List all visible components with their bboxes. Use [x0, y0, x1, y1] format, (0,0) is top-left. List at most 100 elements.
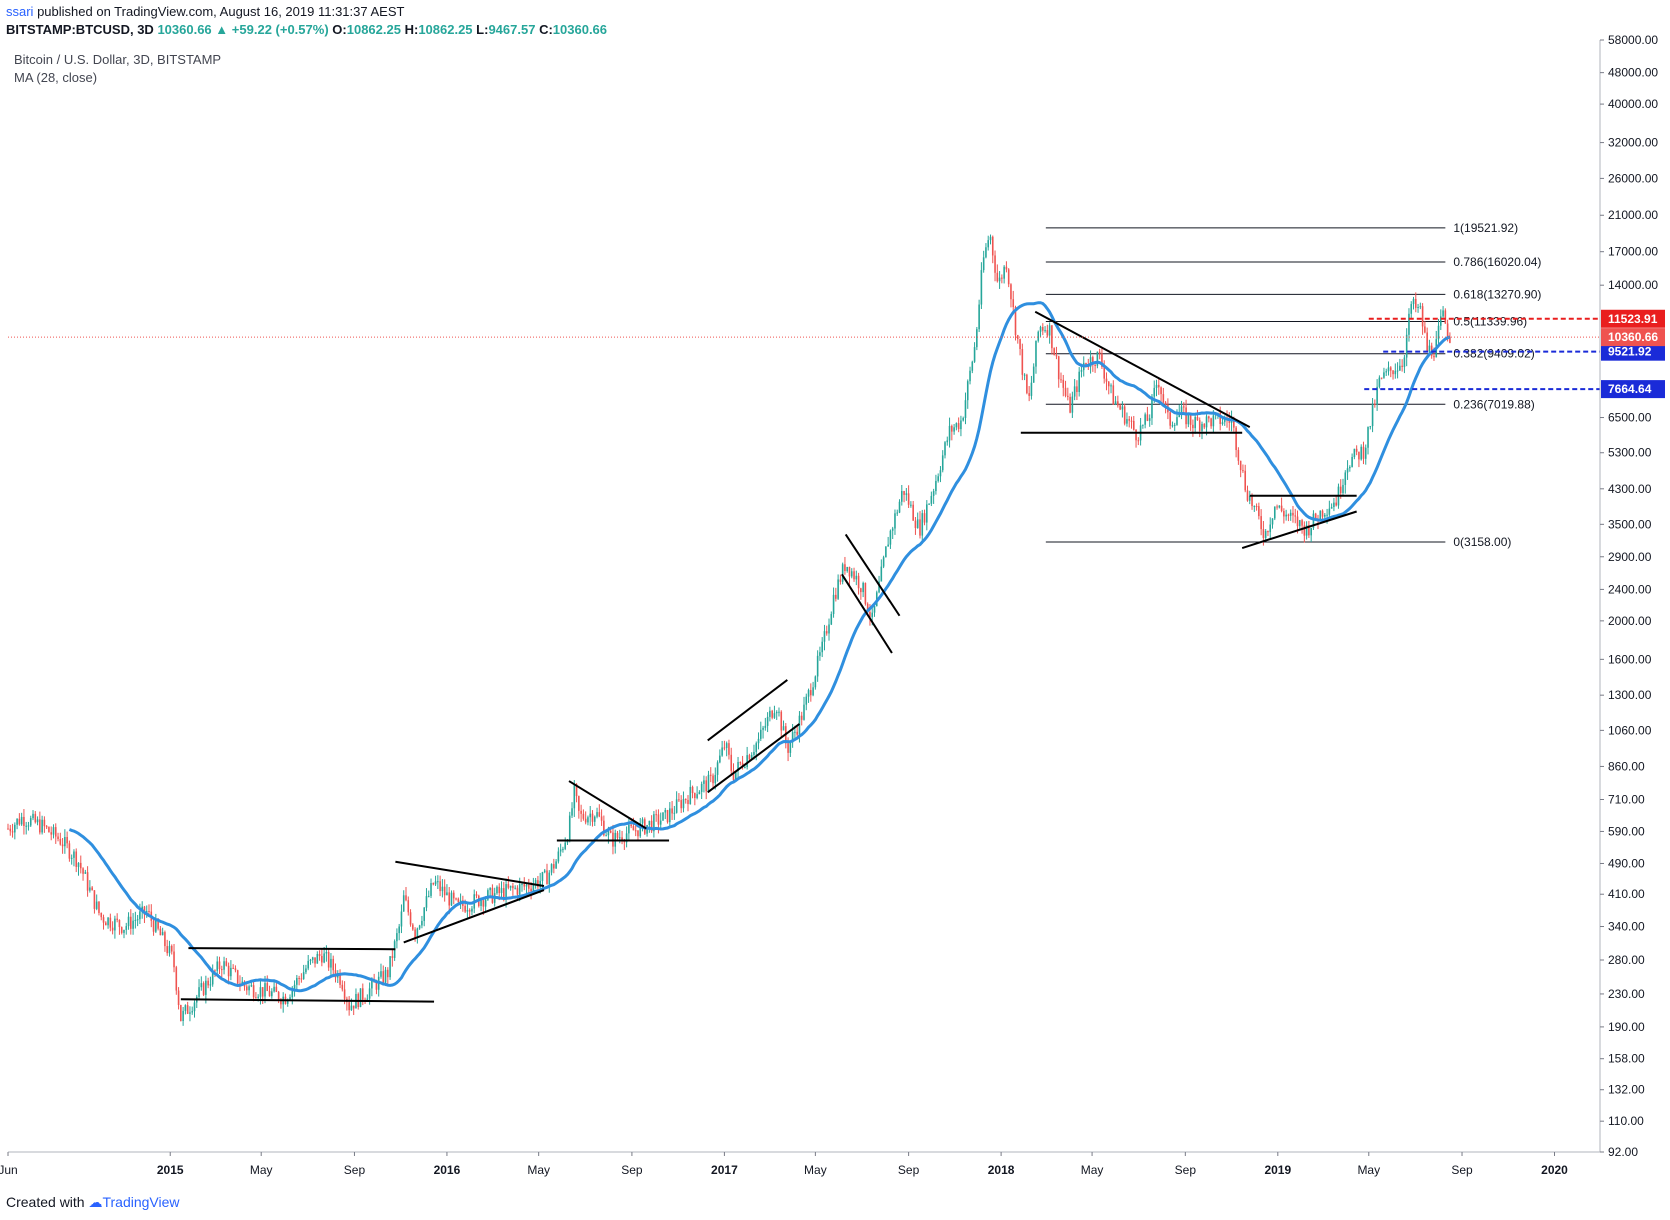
candle-body: [789, 742, 792, 753]
candle-body: [1151, 396, 1153, 419]
candle-body: [1176, 417, 1178, 425]
candle-body: [707, 774, 710, 792]
candle-body: [1135, 429, 1137, 441]
candle-body: [1242, 470, 1244, 472]
candle-body: [1157, 384, 1160, 388]
candle-body: [1073, 386, 1076, 397]
x-tick-label: Jun: [0, 1163, 18, 1177]
y-tick-label: 280.00: [1608, 953, 1645, 967]
candle-body: [1057, 356, 1060, 380]
candle-body: [311, 957, 314, 960]
candle-body: [1078, 371, 1080, 392]
candle-body: [857, 575, 860, 589]
fib-label: 0.786(16020.04): [1453, 255, 1541, 269]
candle-body: [64, 836, 66, 847]
candle-body: [734, 770, 737, 781]
candle-body: [211, 970, 214, 985]
candle-body: [475, 894, 478, 896]
y-tick-label: 58000.00: [1608, 33, 1658, 47]
candle-body: [361, 988, 364, 1000]
candle-body: [716, 762, 719, 775]
candle-body: [598, 812, 601, 817]
candle-body: [1262, 529, 1265, 538]
candle-body: [530, 888, 532, 892]
candle-body: [991, 236, 994, 256]
y-tick-label: 1600.00: [1608, 652, 1652, 666]
candle-body: [273, 986, 275, 992]
change-value: +59.22 (+0.57%): [231, 22, 329, 37]
candle-body: [873, 605, 876, 613]
candle-body: [1130, 420, 1133, 422]
candle-body: [159, 928, 162, 936]
candle-body: [900, 491, 903, 502]
candle-body: [618, 837, 621, 839]
y-tick-label: 2900.00: [1608, 550, 1652, 564]
y-tick-label: 5300.00: [1608, 446, 1652, 460]
candle-body: [1094, 364, 1096, 366]
candle-body: [1114, 401, 1117, 405]
candle-body: [898, 501, 901, 513]
fibonacci-levels: 1(19521.92) 0.786(16020.04) 0.618(13270.90…: [1045, 221, 1541, 549]
y-tick-label: 410.00: [1608, 887, 1645, 901]
candle-body: [152, 920, 155, 932]
candle-body: [703, 780, 705, 784]
candle-body: [277, 991, 280, 1001]
candle-body: [1185, 407, 1187, 425]
candle-body: [1121, 406, 1124, 410]
candle-body: [466, 910, 469, 912]
candle-body: [109, 917, 112, 928]
candle-body: [721, 747, 723, 756]
candle-body: [352, 1005, 355, 1009]
candle-body: [1003, 266, 1005, 279]
x-tick-label: Sep: [1175, 1163, 1197, 1177]
candle-body: [887, 544, 889, 547]
candle-body: [125, 926, 128, 930]
candle-body: [1194, 416, 1196, 429]
x-tick-label: Sep: [898, 1163, 920, 1177]
x-tick-label: 2017: [711, 1163, 738, 1177]
fib-label: 0.382(9409.02): [1453, 347, 1534, 361]
candle-body: [1007, 269, 1010, 285]
candle-body: [216, 961, 219, 971]
author-link[interactable]: ssari: [6, 4, 34, 19]
candle-body: [1039, 326, 1042, 332]
candle-body: [744, 767, 746, 769]
candle-body: [1089, 357, 1092, 367]
candle-body: [960, 420, 962, 430]
low-label: L:: [476, 22, 489, 37]
candle-body: [932, 491, 935, 496]
candle-body: [1171, 425, 1174, 427]
candle-body: [111, 927, 114, 931]
candle-body: [578, 796, 580, 811]
candle-body: [730, 754, 733, 771]
candle-body: [1244, 470, 1247, 491]
candle-body: [1301, 520, 1303, 526]
candle-body: [562, 848, 564, 850]
candle-body: [659, 820, 662, 825]
candle-body: [691, 786, 694, 794]
candle-body: [757, 738, 760, 744]
candle-body: [25, 825, 27, 827]
candle-body: [77, 862, 80, 867]
candle-body: [780, 711, 783, 731]
trendline: [707, 679, 788, 742]
candle-body: [205, 980, 207, 995]
candle-body: [316, 954, 319, 964]
candle-body: [782, 726, 785, 731]
candle-body: [737, 762, 739, 771]
close-value-c: 10360.66: [552, 22, 608, 37]
candle-body: [694, 793, 696, 799]
candle-body: [423, 907, 425, 921]
candle-body: [382, 971, 385, 983]
candle-body: [280, 1000, 282, 1005]
candle-body: [1223, 417, 1226, 423]
candle-body: [1076, 386, 1078, 392]
tradingview-link[interactable]: TradingView: [102, 1194, 180, 1210]
candle-body: [944, 442, 946, 456]
x-tick-label: 2020: [1541, 1163, 1568, 1177]
candle-body: [175, 967, 178, 991]
candle-body: [1189, 415, 1192, 425]
candle-body: [1219, 412, 1221, 425]
candle-body: [343, 989, 346, 999]
